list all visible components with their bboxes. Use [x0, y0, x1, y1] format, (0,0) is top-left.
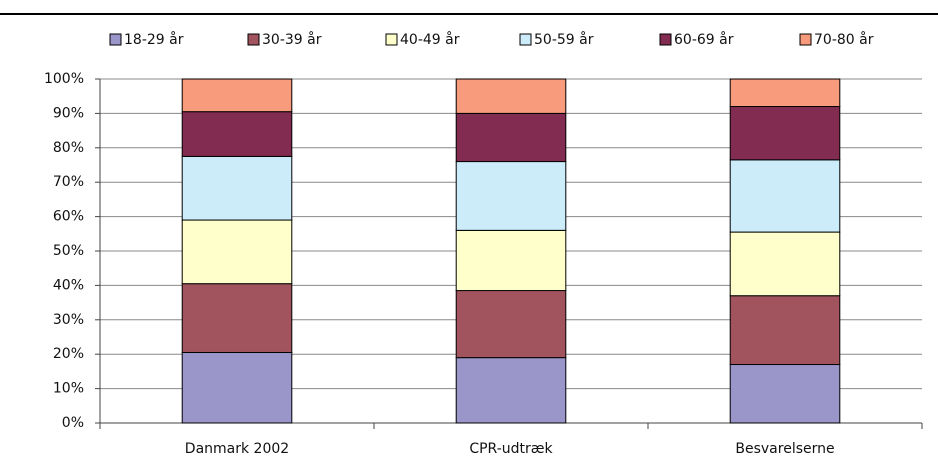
y-tick-label: 70%: [53, 174, 84, 190]
legend-swatch: [659, 33, 672, 46]
bar-segment: [181, 219, 293, 285]
legend-label: 60-69 år: [674, 31, 734, 48]
bar-segment: [729, 106, 841, 161]
y-tick-label: 10%: [53, 381, 84, 397]
y-tick-label: 40%: [53, 277, 84, 293]
legend-label: 50-59 år: [534, 31, 594, 48]
bar-segment: [455, 78, 567, 114]
bar-segment: [729, 364, 841, 424]
bar-segment: [181, 78, 293, 113]
y-tick-label: 30%: [53, 312, 84, 328]
bar-segment: [181, 283, 293, 353]
x-tick-label: Besvarelserne: [735, 441, 834, 457]
bar-segment: [181, 111, 293, 157]
y-tick-label: 20%: [53, 346, 84, 362]
legend-label: 40-49 år: [400, 31, 460, 48]
legend-label: 70-80 år: [814, 31, 874, 48]
y-tick-label: 80%: [53, 140, 84, 156]
y-tick-label: 90%: [53, 105, 84, 121]
bar-segment: [181, 155, 293, 221]
legend-swatch: [519, 33, 532, 46]
y-tick-label: 0%: [62, 415, 84, 431]
legend-swatch: [799, 33, 812, 46]
bar-segment: [729, 231, 841, 297]
legend-swatch: [247, 33, 260, 46]
bar-segment: [455, 229, 567, 292]
bar-segment: [181, 351, 293, 424]
bar-segment: [729, 295, 841, 366]
x-tick-label: CPR-udtræk: [469, 441, 553, 457]
y-tick-label: 100%: [44, 71, 84, 87]
legend-swatch: [109, 33, 122, 46]
legend-label: 30-39 år: [262, 31, 322, 48]
bar-segment: [729, 159, 841, 233]
bar-segment: [729, 78, 841, 108]
bar-segment: [455, 357, 567, 424]
bar-segment: [455, 290, 567, 359]
y-tick-label: 50%: [53, 243, 84, 259]
legend-swatch: [385, 33, 398, 46]
bar-segment: [455, 112, 567, 163]
y-tick-label: 60%: [53, 209, 84, 225]
bar-segment: [455, 161, 567, 231]
legend-label: 18-29 år: [124, 31, 184, 48]
x-tick-label: Danmark 2002: [185, 441, 289, 457]
